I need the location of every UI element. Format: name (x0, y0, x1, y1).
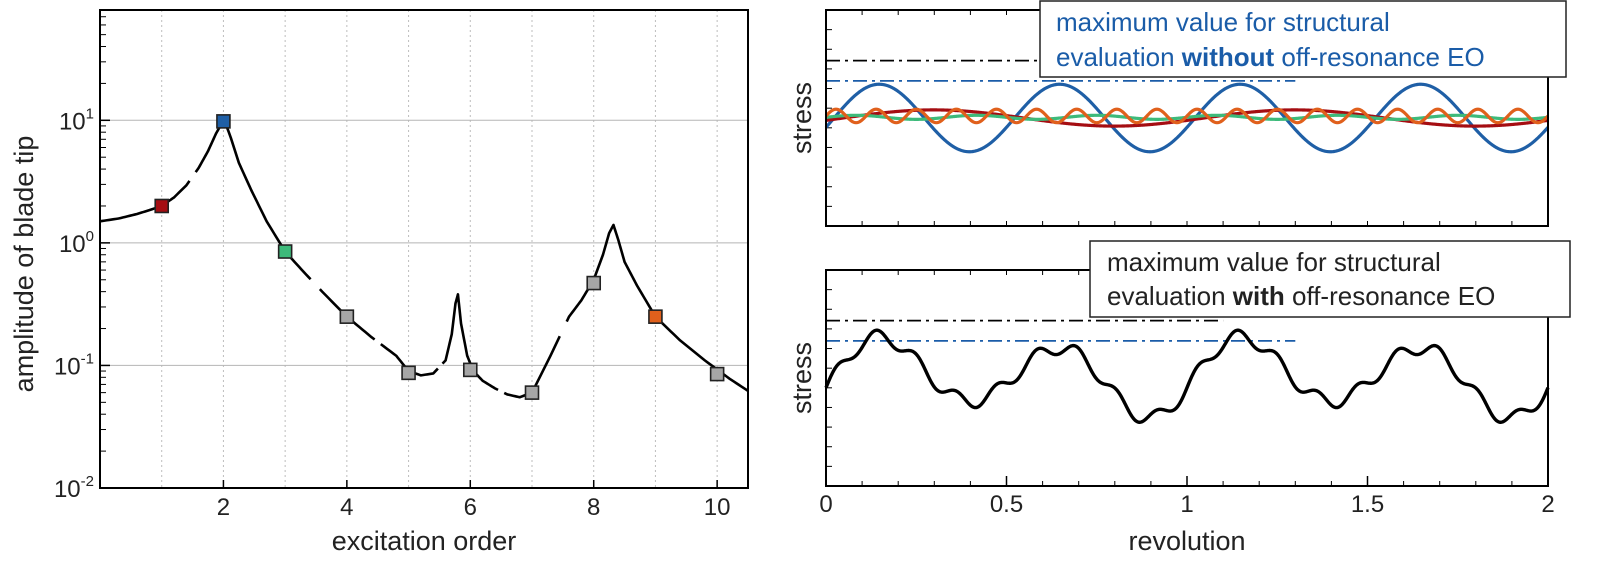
legend-prefix: evaluation (1107, 281, 1233, 311)
stress-without-chart: stress maximum value for structural eval… (787, 0, 1567, 227)
stress-with-legend-line2: evaluation with off-resonance EO (1107, 281, 1495, 311)
x-tick-label: 4 (340, 494, 353, 521)
x-tick-label: 1 (1180, 491, 1193, 518)
legend-bold: without (1181, 42, 1275, 72)
legend-suffix: off-resonance EO (1274, 42, 1485, 72)
stress-series-combined (824, 328, 1550, 424)
amplitude-grid (100, 10, 748, 488)
y-tick-exponent: -2 (81, 473, 94, 490)
amplitude-curve-segment (99, 180, 191, 223)
y-tick-base: 10 (54, 476, 81, 503)
stress-without-legend: maximum value for structural evaluation … (1039, 0, 1567, 78)
amplitude-curve-segment (441, 293, 499, 392)
stress-without-y-axis-title: stress (787, 82, 817, 154)
y-tick-label: 100 (59, 228, 94, 258)
stress-series-eo-9 (824, 107, 1550, 125)
amplitude-curve-segment (194, 120, 312, 281)
eo-marker-7 (524, 385, 540, 400)
stress-with-series (824, 328, 1550, 424)
stress-without-legend-line1: maximum value for structural (1056, 7, 1390, 37)
y-tick-label: 10-1 (54, 350, 94, 380)
eo-marker-1 (154, 198, 170, 214)
stress-with-legend-line1: maximum value for structural (1107, 247, 1441, 277)
eo-marker-4 (339, 309, 355, 324)
legend-bold: with (1232, 281, 1285, 311)
x-tick-label: 0 (819, 491, 832, 518)
x-tick-label: 1.5 (1351, 491, 1384, 518)
stress-with-x-ticks: 0 0.5 1 1.5 2 (819, 476, 1555, 518)
stress-with-thresholds (826, 319, 1296, 342)
y-tick-label: 101 (59, 105, 94, 135)
stress-series-eo-1 (825, 108, 1549, 128)
stress-without-legend-line2: evaluation without off-resonance EO (1056, 42, 1485, 72)
legend-prefix: evaluation (1056, 42, 1182, 72)
amplitude-plot-frame (99, 9, 749, 489)
stress-series-eo-2 (824, 82, 1550, 154)
x-tick-label: 2 (1541, 491, 1554, 518)
stress-with-legend-box (1089, 240, 1571, 318)
stress-with-y-axis-title: stress (787, 342, 817, 414)
y-tick-label: 10-2 (54, 473, 94, 503)
x-tick-label: 2 (217, 494, 230, 521)
eo-marker-6 (462, 362, 478, 378)
legend-suffix: off-resonance EO (1285, 281, 1496, 311)
stress-without-legend-box (1039, 0, 1567, 78)
amplitude-y-axis-title: amplitude of blade tip (9, 136, 39, 393)
x-tick-label: 10 (704, 494, 731, 521)
eo-marker-8 (586, 275, 602, 291)
amplitude-markers (154, 114, 725, 400)
y-tick-base: 10 (54, 353, 81, 380)
eo-marker-9 (648, 309, 663, 324)
y-tick-base: 10 (59, 231, 86, 258)
y-tick-exponent: 0 (86, 228, 94, 245)
amplitude-curve (99, 120, 749, 399)
y-tick-base: 10 (59, 108, 86, 135)
stress-with-chart: 0 0.5 1 1.5 2 stress revolution maximum valu… (787, 240, 1571, 556)
y-tick-exponent: 1 (86, 105, 94, 122)
y-tick-exponent: -1 (81, 350, 94, 367)
eo-marker-3 (277, 244, 293, 259)
x-tick-label: 0.5 (990, 491, 1023, 518)
stress-with-x-axis-title: revolution (1128, 526, 1245, 556)
eo-marker-10 (709, 366, 725, 382)
amplitude-x-ticks: 2 4 6 8 10 (217, 480, 731, 521)
x-tick-label: 8 (587, 494, 600, 521)
stress-with-legend: maximum value for structural evaluation … (1089, 240, 1571, 318)
stress-without-series (824, 82, 1550, 154)
amplitude-x-axis-title: excitation order (332, 526, 517, 556)
eo-marker-2 (216, 114, 231, 129)
eo-marker-5 (401, 365, 416, 381)
x-tick-label: 6 (464, 494, 477, 521)
